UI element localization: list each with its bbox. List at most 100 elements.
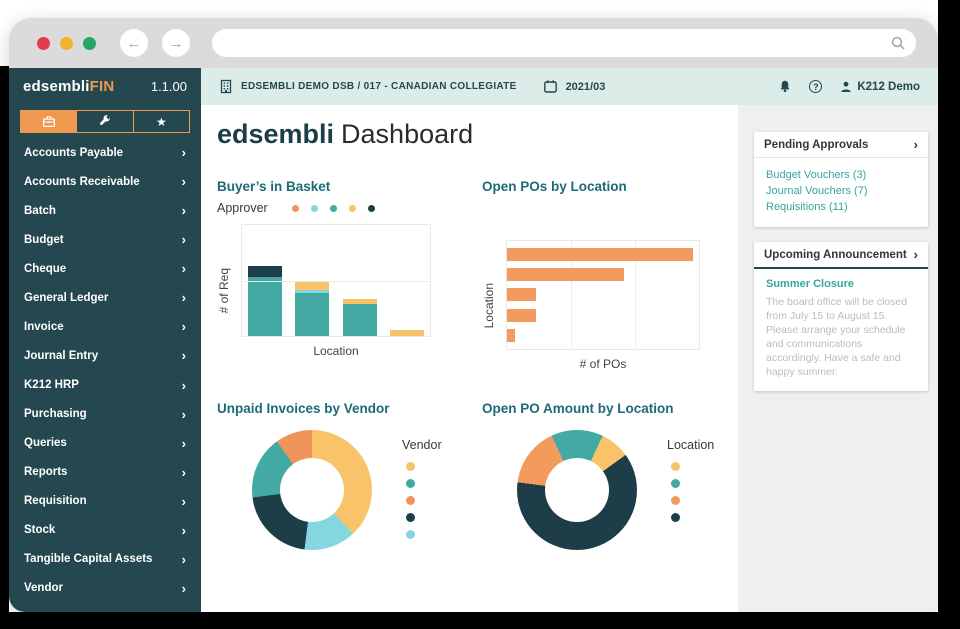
legend-dots [406, 462, 442, 539]
sidebar-item-label: Budget [24, 233, 64, 246]
address-search-input[interactable] [212, 29, 916, 57]
sidebar-item-batch[interactable]: Batch › [9, 203, 201, 218]
app-logo-suffix: FIN [89, 78, 115, 95]
page-title-rest: Dashboard [341, 119, 474, 149]
tab-favorites[interactable]: ★ [132, 111, 189, 132]
bar-segment [342, 298, 377, 305]
y-axis-label: # of Req [217, 268, 231, 314]
bar-segment [248, 265, 282, 278]
legend-dot [329, 204, 337, 212]
legend-title: Approver [217, 201, 268, 215]
bar [342, 298, 377, 336]
chevron-right-icon: › [181, 551, 186, 567]
sidebar-item-label: Accounts Receivable [24, 175, 140, 188]
sidebar-menu: Accounts Payable › Accounts Receivable › Bat… [9, 137, 201, 612]
sidebar-item-vendor[interactable]: Vendor › [9, 581, 201, 596]
chart-title: Unpaid Invoices by Vendor [217, 401, 390, 416]
bar-segment [389, 330, 424, 336]
chart-open-pos-by-location: Open POs by Location Location # of POs [482, 179, 700, 371]
pending-approval-link[interactable]: Budget Vouchers (3) [766, 169, 867, 181]
sidebar-item-reports[interactable]: Reports › [9, 465, 201, 480]
chart-title: Buyer’s in Basket [217, 179, 331, 194]
back-button[interactable]: ← [120, 29, 148, 57]
sidebar-item-journal-entry[interactable]: Journal Entry › [9, 348, 201, 363]
bar-segment [248, 277, 282, 336]
announcement-header[interactable]: Upcoming Announcement › [754, 242, 928, 269]
bar-row [507, 308, 699, 322]
sidebar-item-label: Accounts Payable [24, 146, 124, 159]
donut-hole [280, 458, 344, 522]
sidebar-item-budget[interactable]: Budget › [9, 232, 201, 247]
legend-dot [348, 204, 356, 212]
chevron-right-icon: › [181, 493, 186, 509]
sidebar-item-invoice[interactable]: Invoice › [9, 319, 201, 334]
sidebar-item-requisition[interactable]: Requisition › [9, 494, 201, 509]
user-menu[interactable]: K212 Demo [840, 81, 920, 93]
legend-title: Vendor [402, 438, 442, 452]
chevron-right-icon: › [181, 261, 186, 277]
sidebar-item-general-ledger[interactable]: General Ledger › [9, 290, 201, 305]
bar-row [507, 268, 699, 282]
chart-legend: Vendor [402, 430, 442, 550]
app-logo: edsembliFIN [23, 78, 115, 95]
briefcase-icon [42, 115, 56, 128]
chevron-right-icon: › [913, 247, 918, 262]
user-name: K212 Demo [857, 80, 920, 93]
building-icon [219, 79, 233, 94]
bar-segment [295, 289, 330, 294]
gridline [635, 241, 637, 349]
bell-icon[interactable] [779, 80, 791, 93]
pending-approvals-header[interactable]: Pending Approvals › [754, 132, 928, 158]
sidebar-item-queries[interactable]: Queries › [9, 436, 201, 451]
pending-approvals-links: Budget Vouchers (3) Journal Vouchers (7) R… [754, 158, 928, 227]
chevron-right-icon: › [181, 464, 186, 480]
back-arrow-icon: ← [126, 34, 142, 52]
sidebar-item-label: Purchasing [24, 408, 87, 421]
chevron-right-icon: › [181, 348, 186, 364]
tab-tools[interactable] [76, 111, 132, 132]
sidebar-item-purchasing[interactable]: Purchasing › [9, 407, 201, 422]
gridline [242, 280, 430, 282]
pending-approval-link[interactable]: Journal Vouchers (7) [766, 185, 868, 197]
bar-chart-plot [241, 224, 431, 337]
sidebar-tabs: ★ [20, 110, 190, 133]
legend-dot [367, 204, 375, 212]
browser-window: ← → edsembliFIN 1.1.00 [9, 18, 938, 612]
fiscal-period[interactable]: 2021/03 [565, 80, 606, 93]
sidebar-item-cheque[interactable]: Cheque › [9, 261, 201, 276]
chevron-right-icon: › [913, 137, 918, 152]
sidebar-item-accounts-receivable[interactable]: Accounts Receivable › [9, 174, 201, 189]
legend-dot [291, 204, 299, 212]
browser-chrome: ← → [9, 18, 938, 68]
tab-modules[interactable] [21, 111, 77, 132]
pending-approval-link[interactable]: Requisitions (11) [766, 201, 848, 213]
sidebar-item-k212-hrp[interactable]: K212 HRP › [9, 378, 201, 393]
sidebar-item-tangible-capital-assets[interactable]: Tangible Capital Assets › [9, 552, 201, 567]
sidebar-item-stock[interactable]: Stock › [9, 523, 201, 538]
person-icon [840, 81, 852, 93]
forward-button[interactable]: → [162, 29, 190, 57]
chart-legend: Approver [217, 201, 431, 215]
x-axis-label: Location [313, 344, 359, 358]
sidebar-item-accounts-payable[interactable]: Accounts Payable › [9, 145, 201, 160]
gridline [570, 241, 572, 349]
sidebar-item-label: Tangible Capital Assets [24, 553, 153, 566]
x-axis-label: # of POs [579, 357, 627, 371]
chart-open-po-amount-by-location: Open PO Amount by Location Location [482, 401, 714, 550]
topbar: EDSEMBLI DEMO DSB / 017 - CANADIAN COLLE… [201, 68, 938, 105]
organization-name[interactable]: EDSEMBLI DEMO DSB / 017 - CANADIAN COLLE… [241, 81, 517, 92]
help-icon[interactable]: ? [809, 80, 823, 93]
chevron-right-icon: › [181, 406, 186, 422]
announcement-link[interactable]: Summer Closure [766, 278, 855, 290]
maximize-window-button[interactable] [83, 36, 96, 50]
sidebar-item-label: Reports [24, 466, 68, 479]
bar [507, 308, 536, 322]
chevron-right-icon: › [181, 522, 186, 538]
app-version: 1.1.00 [150, 79, 187, 94]
chart-title: Open PO Amount by Location [482, 401, 674, 416]
minimize-window-button[interactable] [60, 36, 73, 50]
page-title: edsembli Dashboard [217, 119, 473, 150]
frame-edge-left [0, 66, 9, 629]
close-window-button[interactable] [37, 36, 50, 50]
page-title-brand: edsembli [217, 119, 335, 149]
